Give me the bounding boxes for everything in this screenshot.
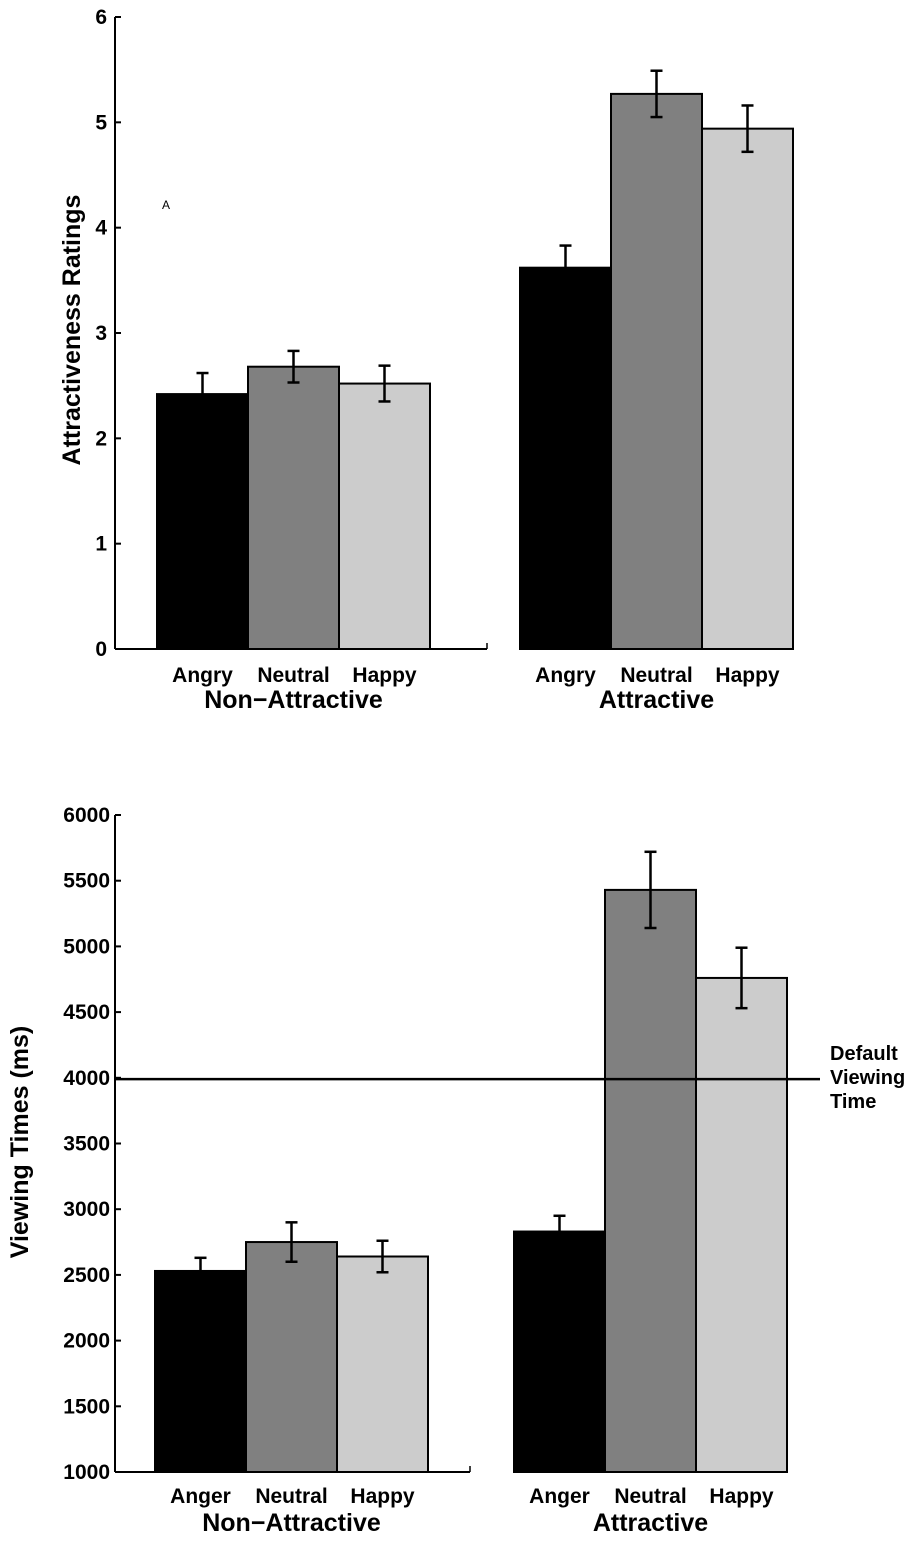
- viewing-times-chart: 1000 1500 2000 2500 3000 3500 4000 4500 5000 5500…: [6, 804, 905, 1537]
- category-label: Anger: [170, 1485, 231, 1508]
- bar-happy-group1: [336, 1255, 429, 1474]
- y-tick-label: 1000: [63, 1461, 110, 1484]
- bar-anger-group1: [154, 1269, 247, 1474]
- group-label: Attractive: [593, 1509, 708, 1537]
- bar-happy-group1: [338, 382, 431, 650]
- reference-line-label: Time: [830, 1091, 876, 1113]
- y-tick-label: 5: [95, 111, 107, 134]
- category-label: Neutral: [620, 664, 692, 687]
- y-tick-label: 4500: [63, 1001, 110, 1024]
- y-tick-label: 3500: [63, 1133, 110, 1156]
- category-label: Neutral: [255, 1485, 327, 1508]
- y-tick-label: 2: [95, 427, 107, 450]
- category-label: Happy: [352, 664, 417, 687]
- category-label: Happy: [709, 1485, 774, 1508]
- y-tick-label: 5500: [63, 870, 110, 893]
- reference-line-label: Default: [830, 1043, 898, 1065]
- bar-happy-group2: [701, 127, 794, 651]
- y-tick-label: 6000: [63, 804, 110, 827]
- category-label: Anger: [529, 1485, 590, 1508]
- y-tick-label: 4: [95, 217, 107, 240]
- category-label: Angry: [535, 664, 596, 687]
- y-tick-label: 3000: [63, 1198, 110, 1221]
- bar-angry-group1: [156, 393, 249, 650]
- y-tick-label: 5000: [63, 935, 110, 958]
- group-label: Non−Attractive: [204, 686, 383, 714]
- reference-line-label: Viewing: [830, 1067, 905, 1089]
- category-label: Neutral: [614, 1485, 686, 1508]
- y-axis-label: Viewing Times (ms): [6, 1026, 34, 1258]
- bar-neutral-group2: [604, 888, 697, 1473]
- category-label: Happy: [715, 664, 780, 687]
- y-tick-label: 2500: [63, 1264, 110, 1287]
- group-label: Attractive: [599, 686, 714, 714]
- y-tick-label: 3: [95, 322, 107, 345]
- bar-angry-group2: [519, 266, 612, 650]
- bar-happy-group2: [695, 976, 788, 1473]
- bar-neutral-group1: [245, 1241, 338, 1474]
- bar-anger-group2: [513, 1230, 606, 1473]
- category-label: Happy: [350, 1485, 415, 1508]
- bar-neutral-group2: [610, 92, 703, 651]
- bar-neutral-group1: [247, 365, 340, 650]
- category-label: Angry: [172, 664, 233, 687]
- y-tick-label: 4000: [63, 1067, 110, 1090]
- y-tick-label: 1500: [63, 1395, 110, 1418]
- y-tick-label: 2000: [63, 1330, 110, 1353]
- group-label: Non−Attractive: [202, 1509, 381, 1537]
- panel-annotation: A: [162, 198, 170, 212]
- category-label: Neutral: [257, 664, 329, 687]
- y-tick-label: 6: [95, 6, 107, 29]
- y-axis-label: Attractiveness Ratings: [58, 195, 86, 466]
- y-tick-label: 1: [95, 533, 107, 556]
- y-tick-label: 0: [95, 638, 107, 661]
